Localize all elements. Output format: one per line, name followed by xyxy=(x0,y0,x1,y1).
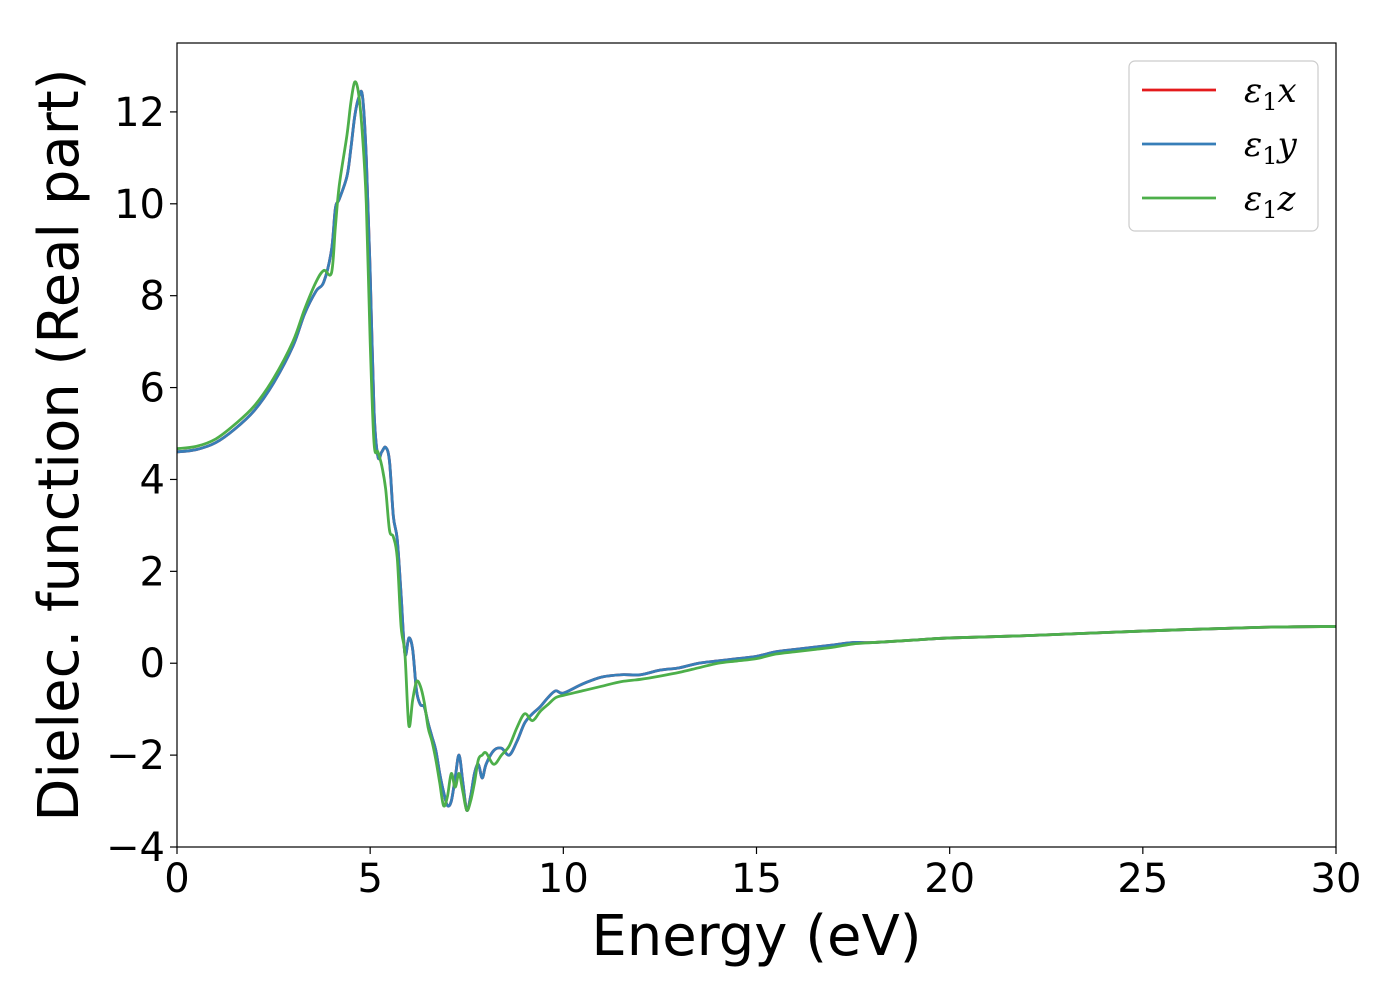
x-tick-label: 15 xyxy=(731,856,782,902)
y-tick-label: 0 xyxy=(140,641,165,687)
y-axis-ticks: −4 −2 0 2 4 6 8 10 12 xyxy=(106,90,177,871)
series-layer xyxy=(177,80,1336,812)
y-tick-label: 2 xyxy=(140,549,165,595)
series-line-2 xyxy=(177,89,1336,812)
y-tick-label: −2 xyxy=(106,733,165,779)
legend-label: ε1x xyxy=(1244,71,1297,116)
y-tick-label: −4 xyxy=(106,825,165,871)
legend-label: ε1y xyxy=(1244,125,1298,170)
x-tick-label: 10 xyxy=(538,856,589,902)
y-tick-label: 12 xyxy=(114,90,165,136)
y-tick-label: 10 xyxy=(114,182,165,228)
y-axis-title: Dielec. function (Real part) xyxy=(27,68,92,821)
y-tick-label: 6 xyxy=(140,366,165,412)
x-axis-ticks: 0 5 10 15 20 25 30 xyxy=(164,847,1361,902)
y-tick-label: 8 xyxy=(140,274,165,320)
x-tick-label: 30 xyxy=(1311,856,1362,902)
legend-label: ε1z xyxy=(1244,179,1297,224)
x-tick-label: 5 xyxy=(357,856,382,902)
legend: ε1x ε1y ε1z xyxy=(1128,60,1319,232)
legend-box xyxy=(1128,60,1319,232)
x-tick-label: 25 xyxy=(1117,856,1168,902)
y-tick-label: 4 xyxy=(140,457,165,503)
x-axis-title: Energy (eV) xyxy=(591,904,921,969)
series-line-3 xyxy=(177,80,1336,812)
x-tick-label: 20 xyxy=(924,856,975,902)
x-tick-label: 0 xyxy=(164,856,189,902)
